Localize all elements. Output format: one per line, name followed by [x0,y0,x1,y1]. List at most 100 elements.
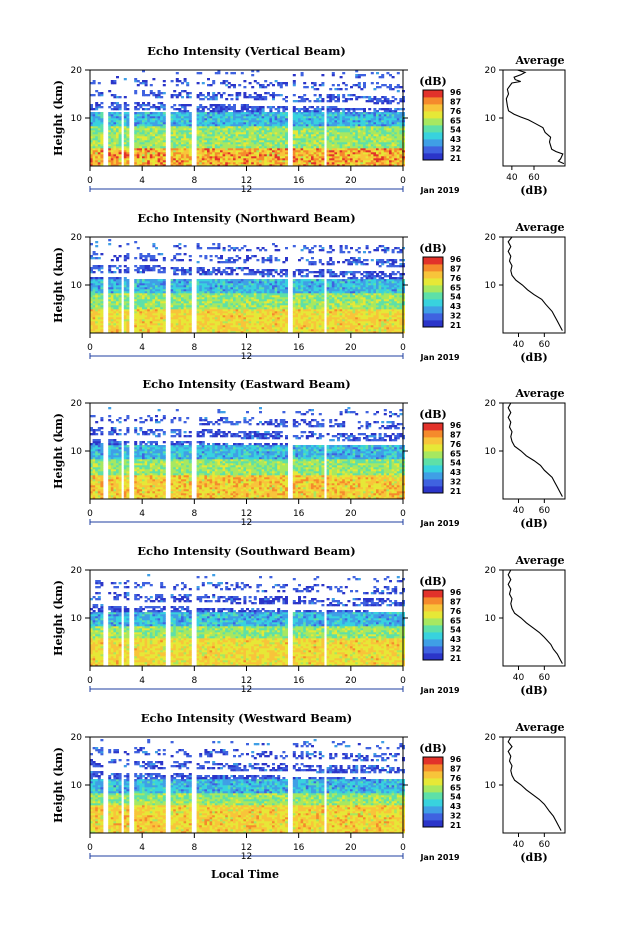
heatmap-cell [321,128,325,131]
heatmap-cell [152,315,156,318]
heatmap-cell [316,108,320,111]
heatmap-cell [292,134,296,137]
heatmap-cell [199,134,203,137]
heatmap-cell [199,269,203,272]
heatmap-cell [92,94,96,97]
heatmap-cell [183,164,187,167]
heatmap-cell [162,92,166,95]
heatmap-cell [305,128,309,131]
heatmap-cell [123,279,127,282]
heatmap-cell [136,128,140,131]
heatmap-cell [110,303,114,306]
heatmap-cell [113,331,117,334]
heatmap-cell [199,299,203,302]
heatmap-cell [196,158,200,161]
heatmap-cell [186,94,190,97]
heatmap-cell [118,126,122,129]
heatmap-cell [157,102,161,105]
heatmap-cell [126,301,130,304]
heatmap-cell [279,132,283,135]
heatmap-cell [220,291,223,294]
heatmap-cell [157,289,161,292]
heatmap-cell [342,146,346,149]
heatmap-cell [175,160,179,163]
heatmap-cell [173,164,177,167]
heatmap-cell [300,122,304,125]
heatmap-cell [116,150,119,153]
heatmap-cell [152,152,156,155]
heatmap-cell [90,309,93,312]
heatmap-cell [381,116,385,119]
heatmap-cell [173,146,177,149]
heatmap-cell [97,134,101,137]
heatmap-cell [196,132,200,135]
heatmap-cell [142,158,145,161]
heatmap-cell [173,112,177,115]
heatmap-cell [285,112,288,115]
heatmap-cell [243,122,247,125]
heatmap-cell [214,299,218,302]
heatmap-cell [376,150,379,153]
heatmap-cell [308,154,312,157]
heatmap-cell [152,118,156,121]
heatmap-cell [272,156,275,159]
heatmap-cell [368,130,372,133]
heatmap-cell [196,305,200,308]
heatmap-cell [110,138,114,141]
heatmap-cell [126,134,130,137]
heatmap-cell [352,142,356,145]
heatmap-cell [178,309,182,312]
heatmap-cell [394,154,398,157]
heatmap-cell [118,325,122,328]
heatmap-cell [233,150,236,153]
heatmap-cell [381,130,385,133]
heatmap-cell [251,138,255,141]
heatmap-cell [251,106,255,109]
heatmap-cell [136,126,140,129]
heatmap-cell [170,114,174,117]
heatmap-cell [313,136,317,139]
heatmap-cell [126,142,130,145]
heatmap-cell [316,152,320,155]
heatmap-cell [144,164,148,167]
heatmap-cell [253,152,257,155]
heatmap-cell [350,124,353,127]
heatmap-cell [123,164,127,167]
heatmap-cell [142,267,145,270]
heatmap-cell [217,289,221,292]
heatmap-cell [321,84,325,87]
heatmap-cell [160,295,164,298]
heatmap-cell [272,152,275,155]
heatmap-cell [175,317,179,320]
heatmap-cell [204,287,208,290]
heatmap-cell [337,112,340,115]
heatmap-cell [357,154,361,157]
heatmap-cell [334,130,338,133]
heatmap-cell [173,315,177,318]
heatmap-cell [108,331,112,334]
heatmap-cell [321,118,325,121]
heatmap-cell [394,146,398,149]
heatmap-cell [126,116,130,119]
heatmap-cell [118,309,122,312]
heatmap-cell [204,285,208,288]
heatmap-cell [214,291,218,294]
heatmap-cell [212,283,216,286]
heatmap-cell [378,160,382,163]
heatmap-cell [321,74,325,77]
heatmap-cell [329,110,333,113]
heatmap-cell [207,164,210,167]
heatmap-cell [147,146,151,149]
heatmap-cell [209,297,213,300]
heatmap-cell [139,126,143,129]
heatmap-cell [264,116,268,119]
heatmap-cell [318,136,322,139]
heatmap-cell [396,154,400,157]
heatmap-cell [331,130,335,133]
heatmap-cell [118,313,122,316]
heatmap-cell [126,315,130,318]
heatmap-cell [298,112,301,115]
heatmap-cell [300,160,304,163]
heatmap-cell [110,327,114,330]
heatmap-cell [160,126,164,129]
